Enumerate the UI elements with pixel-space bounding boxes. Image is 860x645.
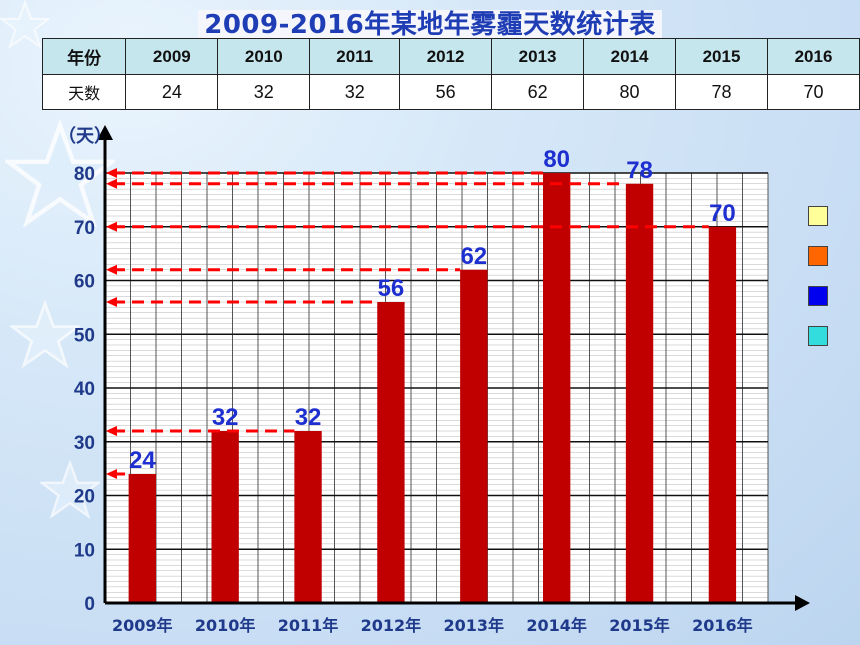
table-cell: 32: [309, 74, 401, 110]
y-tick-label: 20: [74, 487, 95, 508]
legend-swatch: [808, 326, 828, 346]
y-tick-label: 60: [74, 272, 95, 293]
data-label: 78: [626, 157, 653, 184]
reference-arrow-icon: [106, 264, 117, 275]
star-decoration-icon: [0, 0, 50, 50]
bar: [460, 269, 488, 603]
x-tick-label: 2010年: [195, 616, 256, 635]
reference-arrow-icon: [106, 221, 117, 232]
table-cell: 80: [583, 74, 677, 110]
table-cell: 70: [767, 74, 860, 110]
x-axis-arrow-icon: [795, 595, 810, 611]
star-decoration-icon: [40, 460, 100, 519]
y-axis-arrow-icon: [97, 125, 113, 140]
x-tick-label: 2013年: [444, 616, 505, 635]
table-cell: 2009: [125, 37, 219, 76]
reference-arrow-icon: [106, 168, 117, 178]
x-tick-label: 2011年: [278, 616, 339, 635]
y-tick-label: 80: [74, 164, 95, 185]
x-tick-label: 2014年: [526, 616, 587, 635]
y-tick-label: 50: [74, 325, 95, 346]
table-cell: 2016: [767, 37, 860, 76]
bar: [708, 226, 737, 603]
y-tick-label: 70: [74, 218, 95, 239]
bar: [377, 302, 405, 603]
data-label: 80: [543, 146, 570, 173]
reference-arrow-icon: [106, 297, 117, 307]
page-title: 2009-2016年某地年雾霾天数统计表: [0, 4, 860, 41]
reference-arrow-icon: [106, 469, 117, 479]
bar: [128, 474, 156, 603]
x-tick-label: 2016年: [692, 616, 753, 635]
reference-arrow-icon: [106, 426, 117, 436]
bar: [542, 173, 571, 603]
table-cell: 32: [217, 74, 311, 110]
x-tick-label: 2012年: [361, 616, 422, 635]
legend-swatch: [808, 206, 828, 226]
table-cell: 2014: [583, 37, 677, 76]
table-cell: 2013: [491, 37, 585, 76]
reference-arrow-icon: [106, 178, 117, 189]
y-tick-label: 40: [74, 379, 95, 400]
y-tick-label: 30: [74, 433, 95, 454]
table-cell: 年份: [41, 37, 127, 76]
data-label: 62: [460, 243, 487, 270]
legend-swatch: [808, 286, 828, 306]
table-cell: 62: [491, 74, 585, 110]
bar: [294, 431, 322, 603]
star-decoration-icon: [5, 120, 115, 228]
bar: [625, 183, 654, 603]
y-axis-label: （天）: [58, 126, 112, 147]
y-tick-label: 0: [84, 594, 95, 615]
data-label: 56: [378, 275, 405, 302]
data-label: 32: [295, 404, 322, 431]
table-header-row: 年份 2009 2010 2011 2012 2013 2014 2015 20…: [41, 37, 860, 76]
table-cell: 2012: [399, 37, 493, 76]
x-tick-label: 2015年: [609, 616, 670, 635]
table-row: 天数 24 32 32 56 62 80 78 70: [41, 74, 860, 110]
data-table: 年份 2009 2010 2011 2012 2013 2014 2015 20…: [41, 37, 860, 110]
data-label: 24: [129, 447, 156, 474]
star-decoration-icon: [10, 300, 80, 369]
table-cell: 2010: [217, 37, 311, 76]
table-cell: 24: [125, 74, 219, 110]
table-cell: 2015: [675, 37, 768, 76]
data-label: 32: [212, 404, 239, 431]
bar: [211, 431, 239, 603]
x-tick-label: 2009年: [112, 616, 173, 635]
data-label: 70: [709, 200, 736, 227]
legend-swatch: [808, 246, 828, 266]
table-cell: 天数: [41, 74, 127, 110]
table-cell: 56: [399, 74, 493, 110]
y-tick-label: 10: [74, 540, 95, 561]
